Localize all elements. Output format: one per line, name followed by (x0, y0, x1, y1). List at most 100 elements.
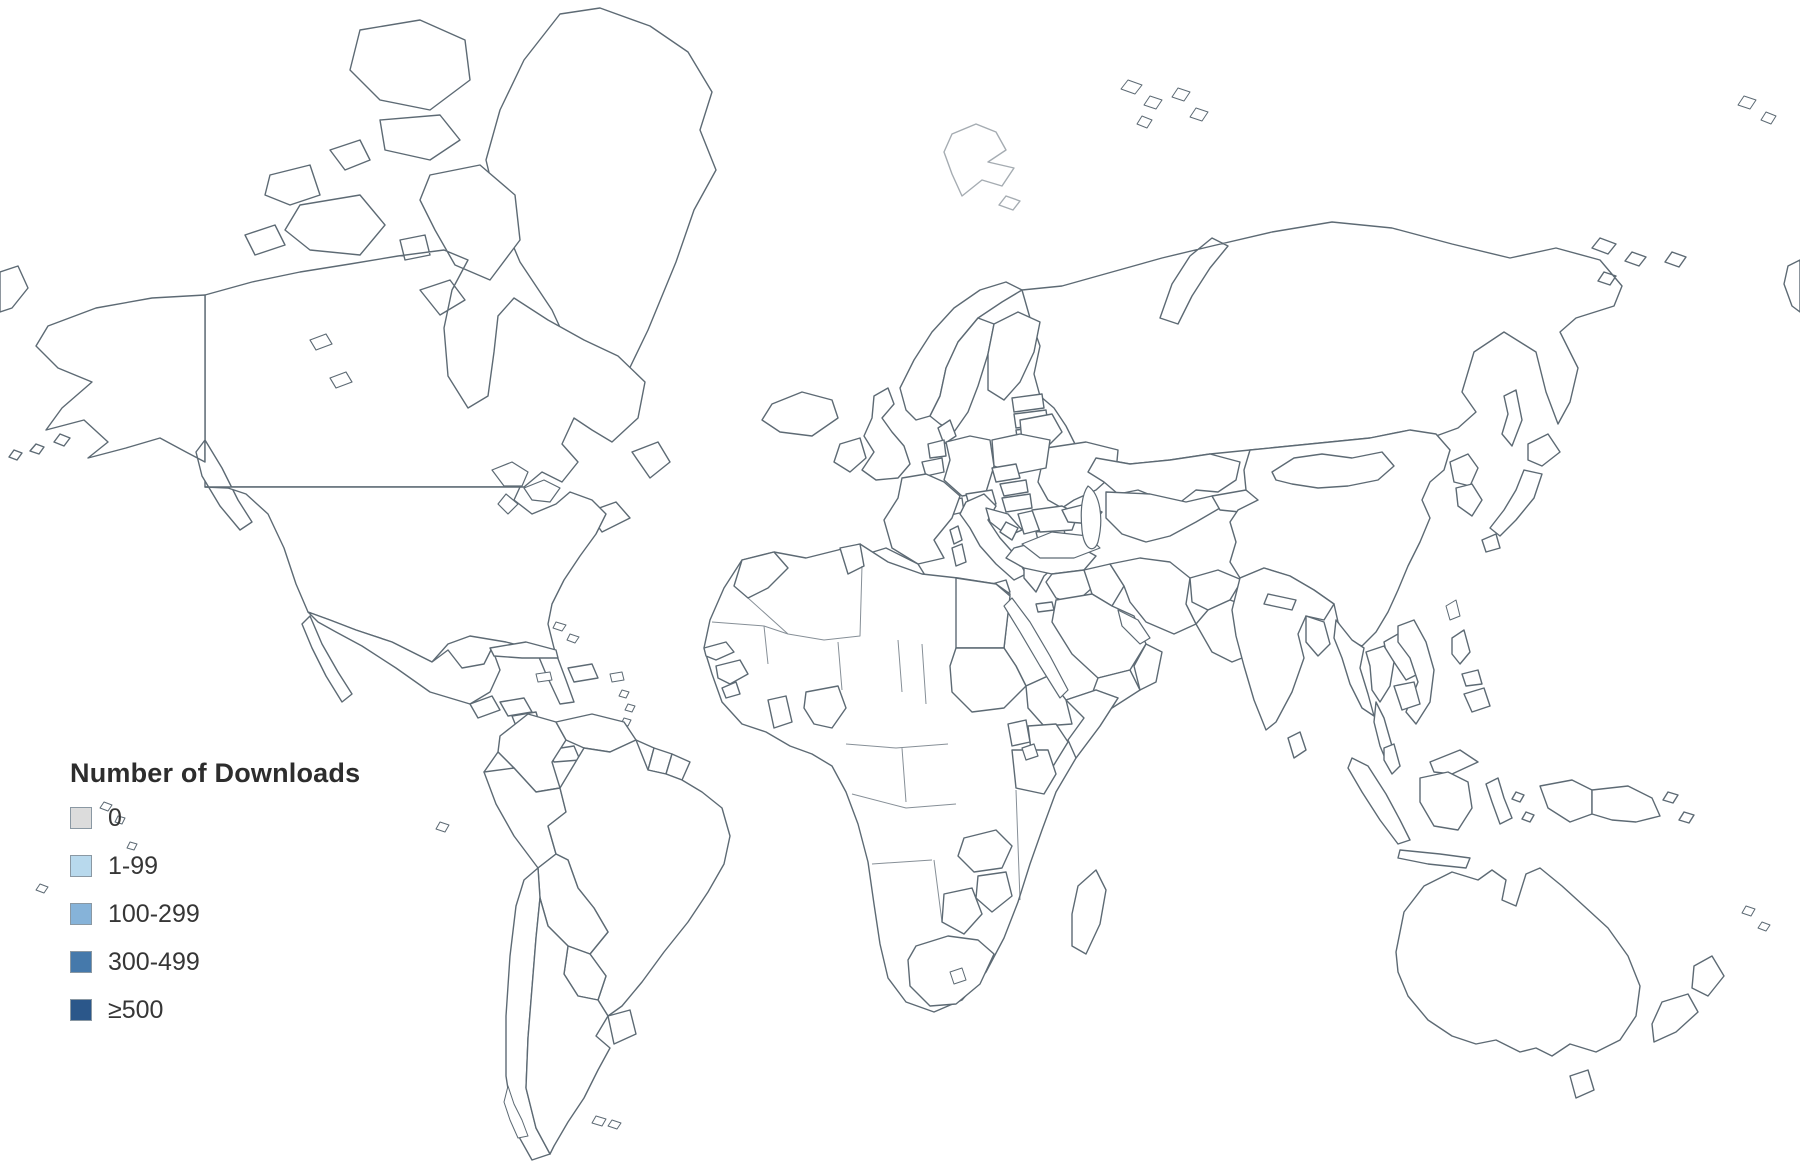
country-malaysia (1383, 743, 1479, 775)
lesser-antilles (618, 689, 636, 727)
country-indonesia (1347, 757, 1593, 869)
country-papua-new-guinea (1591, 785, 1695, 824)
border-mesh-layer (711, 565, 1021, 923)
country-jamaica (535, 671, 553, 683)
country-tanzania (1011, 749, 1057, 795)
country-nepal (1263, 593, 1297, 611)
country-south-africa (907, 935, 995, 1007)
persian-gulf (1117, 609, 1151, 645)
country-uganda (1007, 719, 1031, 747)
country-finland (987, 311, 1041, 401)
country-sri-lanka (1287, 731, 1307, 759)
country-czechia (991, 463, 1021, 483)
great-lakes (491, 461, 561, 515)
country-hungary (1001, 493, 1033, 513)
country-turkmenistan-uzbekistan (1105, 491, 1221, 543)
country-somalia (1065, 689, 1119, 759)
country-united-kingdom (861, 387, 911, 481)
country-iceland (761, 391, 839, 437)
legend-swatch (70, 951, 92, 973)
country-bangladesh (1305, 615, 1331, 657)
country-uruguay (607, 1009, 637, 1045)
country-guatemala (469, 695, 501, 719)
legend-item-label: ≥500 (108, 995, 164, 1024)
legend-item-label: 300-499 (108, 947, 200, 976)
tierra-del-fuego (503, 1085, 529, 1139)
country-guinea (715, 659, 749, 685)
country-zambia (957, 829, 1013, 873)
country-bahamas (552, 621, 580, 644)
country-netherlands-belgium (921, 439, 947, 477)
legend-swatch (70, 999, 92, 1021)
country-united-states (204, 486, 607, 705)
legend-item: ≥500 (70, 995, 360, 1024)
country-greenland (485, 7, 717, 403)
country-ghana (767, 695, 793, 729)
country-australia (1395, 867, 1641, 1099)
country-slovakia (999, 479, 1029, 497)
lake-victoria (1021, 743, 1039, 761)
country-philippines (1451, 629, 1491, 713)
country-taiwan (1445, 599, 1461, 621)
legend-swatch (70, 903, 92, 925)
country-new-zealand (1651, 955, 1725, 1043)
country-senegal (703, 641, 735, 661)
legend-item: 0 (70, 803, 360, 832)
country-fiji (1741, 905, 1771, 932)
canadian-lakes (309, 333, 353, 389)
country-japan (1481, 433, 1561, 553)
country-hispaniola (567, 663, 599, 683)
country-vietnam (1397, 619, 1435, 725)
country-mexico (301, 611, 501, 705)
legend-item-label: 100-299 (108, 899, 200, 928)
country-kazakhstan (1087, 453, 1241, 505)
black-sea (1021, 531, 1101, 559)
legend-swatch (70, 807, 92, 829)
country-united-states-alaska (8, 294, 253, 531)
country-cuba (489, 641, 559, 659)
country-lesotho (949, 967, 967, 985)
country-franz-josef-land (1120, 79, 1209, 129)
legend-item-label: 1-99 (108, 851, 159, 880)
country-cambodia (1393, 681, 1421, 711)
country-sierra-leone (721, 681, 741, 699)
country-france (883, 473, 961, 565)
country-madagascar (1071, 869, 1107, 955)
country-china (1229, 429, 1451, 647)
country-denmark (937, 419, 957, 445)
red-sea (1003, 597, 1069, 699)
country-bosnia (999, 521, 1019, 541)
country-iraq (1083, 563, 1125, 607)
countries-layer (0, 7, 1800, 1161)
country-ireland (833, 437, 867, 473)
legend-item: 300-499 (70, 947, 360, 976)
legend-item: 1-99 (70, 851, 360, 880)
legend-item-label: 0 (108, 803, 122, 832)
caspian-sea (1080, 485, 1102, 550)
falkland-islands (591, 1115, 622, 1130)
country-south-korea (1455, 483, 1483, 517)
country-sudan (949, 647, 1027, 713)
legend-item: 100-299 (70, 899, 360, 928)
arctic-islands (1737, 95, 1777, 125)
legend-items: 0 1-99 100-299 300-499 ≥500 (70, 803, 360, 1024)
country-india (1231, 567, 1335, 731)
africa-border-mesh (711, 565, 1021, 923)
country-north-korea (1449, 453, 1479, 487)
water-overlays (309, 333, 1151, 761)
country-zimbabwe (975, 871, 1013, 913)
pacific-islands (35, 801, 138, 894)
country-germany (943, 435, 995, 497)
country-botswana (941, 887, 983, 935)
country-canada (204, 19, 671, 533)
legend: Number of Downloads 0 1-99 100-299 300-4… (70, 758, 360, 1045)
country-mongolia (1271, 451, 1395, 489)
country-egypt (955, 577, 1011, 649)
legend-swatch (70, 855, 92, 877)
country-nigeria (803, 685, 847, 729)
legend-title: Number of Downloads (70, 758, 361, 788)
country-puerto-rico (609, 671, 625, 683)
country-morocco (733, 551, 789, 599)
